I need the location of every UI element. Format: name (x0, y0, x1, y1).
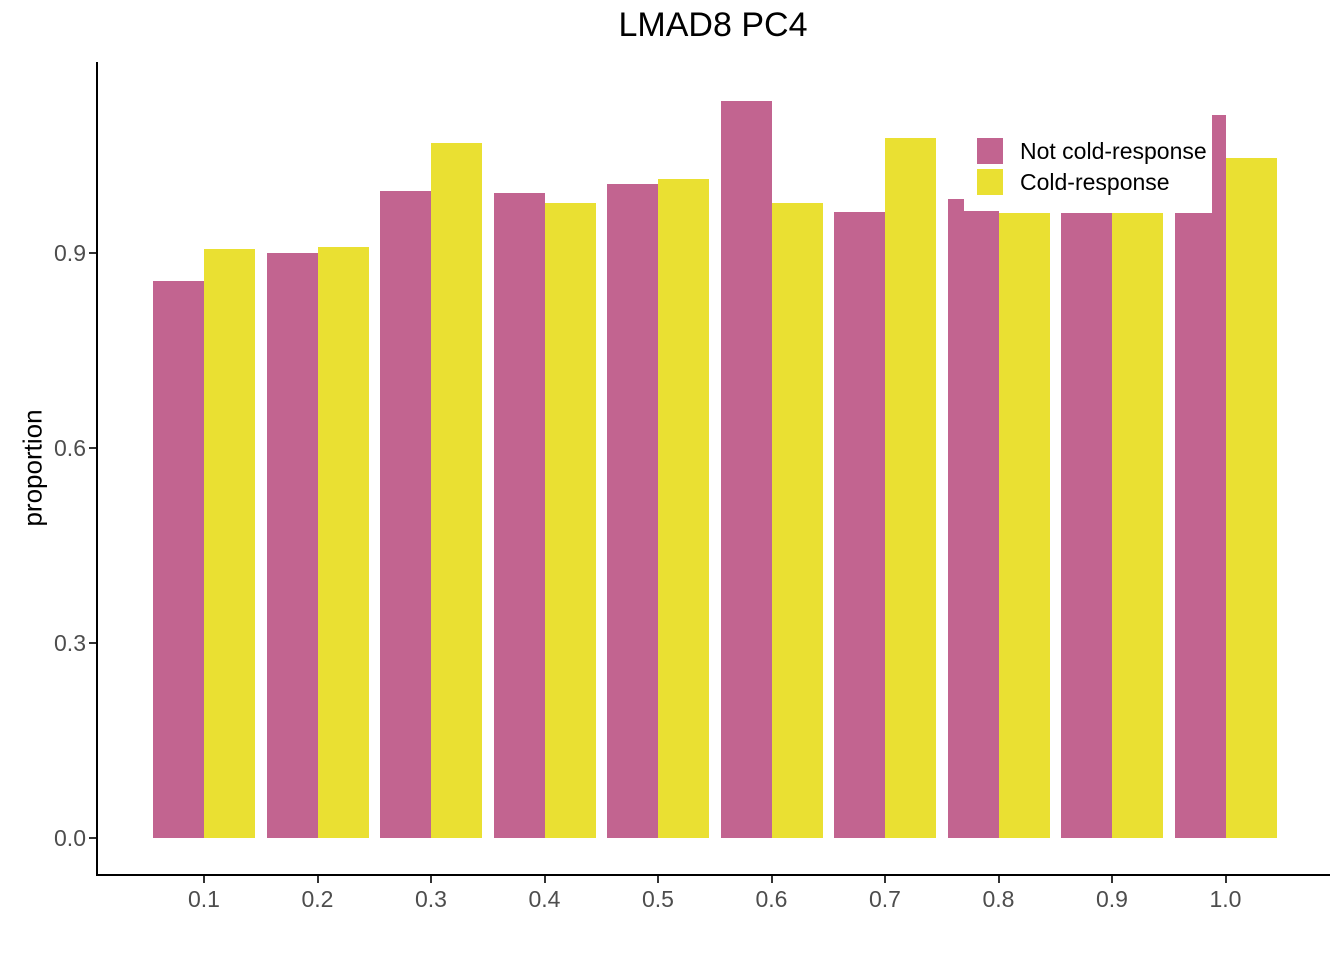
x-tick-0.1 (203, 876, 205, 883)
x-tick-label-0.4: 0.4 (528, 886, 561, 912)
bar-not-cold-response-0.5 (607, 184, 658, 838)
y-tick-0.9 (89, 252, 96, 254)
x-tick-label-0.2: 0.2 (301, 886, 334, 912)
x-tick-0.3 (430, 876, 432, 883)
x-tick-label-0.3: 0.3 (415, 886, 447, 912)
x-tick-label-0.1: 0.1 (188, 886, 220, 912)
y-axis-line (96, 62, 98, 875)
x-tick-label-0.8: 0.8 (982, 886, 1015, 912)
bar-not-cold-response-0.7 (834, 212, 885, 838)
bar-cold-response-0.2 (317, 247, 369, 838)
y-tick-label-0.9: 0.9 (54, 240, 86, 266)
bar-not-cold-response-0.1 (153, 281, 204, 838)
x-tick-0.6 (770, 876, 773, 883)
bar-not-cold-response-0.9 (1061, 213, 1112, 838)
x-tick-label-1.0: 1.0 (1209, 886, 1242, 912)
legend-swatch (977, 138, 1003, 164)
y-tick-label-0.0: 0.0 (54, 825, 86, 851)
bar-not-cold-response-0.4 (493, 193, 545, 838)
bar-cold-response-0.6 (771, 203, 823, 838)
y-tick-0.0 (89, 837, 96, 839)
legend-swatch (977, 169, 1003, 195)
chart-title: LMAD8 PC4 (618, 6, 808, 44)
x-tick-1.0 (1224, 876, 1227, 883)
bar-cold-response-0.9 (1112, 213, 1163, 838)
y-tick-label-0.6: 0.6 (54, 435, 86, 461)
x-tick-0.4 (543, 876, 546, 883)
bar-overlap-0.8 (947, 199, 964, 838)
bar-cold-response-0.3 (431, 143, 482, 838)
legend-item: Cold-response (977, 169, 1207, 195)
bar-not-cold-response-0.3 (380, 191, 431, 838)
x-tick-label-0.7: 0.7 (869, 886, 901, 912)
y-tick-label-0.3: 0.3 (54, 630, 86, 656)
x-tick-label-0.9: 0.9 (1096, 886, 1128, 912)
x-tick-0.8 (997, 876, 1000, 883)
bar-cold-response-0.5 (658, 179, 709, 838)
bar-cold-response-0.1 (204, 249, 255, 838)
legend-label: Not cold-response (1020, 138, 1207, 164)
x-axis-line (96, 874, 1330, 876)
bar-cold-response-0.8 (998, 213, 1050, 838)
legend: Not cold-response Cold-response (977, 138, 1207, 200)
x-tick-label-0.5: 0.5 (642, 886, 674, 912)
legend-label: Cold-response (1020, 169, 1170, 195)
x-tick-label-0.6: 0.6 (755, 886, 788, 912)
x-tick-0.2 (316, 876, 319, 883)
x-tick-0.7 (884, 876, 886, 883)
x-tick-0.9 (1111, 876, 1113, 883)
bar-cold-response-1.0 (1225, 158, 1277, 838)
legend-item: Not cold-response (977, 138, 1207, 164)
x-tick-0.5 (657, 876, 659, 883)
y-tick-0.3 (89, 642, 96, 644)
bar-not-cold-response-0.6 (720, 101, 772, 838)
bar-not-cold-response-0.2 (266, 253, 318, 838)
y-tick-0.6 (89, 447, 96, 449)
bar-overlap-1.0 (1211, 115, 1226, 838)
bar-cold-response-0.7 (885, 138, 936, 838)
bar-cold-response-0.4 (544, 203, 596, 838)
